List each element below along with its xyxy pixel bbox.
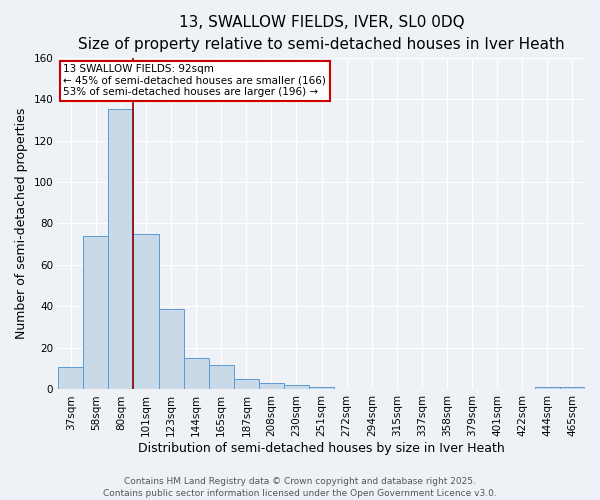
Bar: [309, 388, 334, 390]
Text: Contains HM Land Registry data © Crown copyright and database right 2025.
Contai: Contains HM Land Registry data © Crown c…: [103, 476, 497, 498]
Bar: [560, 388, 585, 390]
Bar: [58, 366, 83, 390]
Bar: [209, 364, 234, 390]
Text: 13 SWALLOW FIELDS: 92sqm
← 45% of semi-detached houses are smaller (166)
53% of : 13 SWALLOW FIELDS: 92sqm ← 45% of semi-d…: [64, 64, 326, 98]
Bar: [259, 383, 284, 390]
Bar: [535, 388, 560, 390]
Bar: [109, 110, 133, 390]
Title: 13, SWALLOW FIELDS, IVER, SL0 0DQ
Size of property relative to semi-detached hou: 13, SWALLOW FIELDS, IVER, SL0 0DQ Size o…: [78, 15, 565, 52]
Bar: [83, 236, 109, 390]
Bar: [133, 234, 158, 390]
X-axis label: Distribution of semi-detached houses by size in Iver Heath: Distribution of semi-detached houses by …: [138, 442, 505, 455]
Bar: [158, 308, 184, 390]
Bar: [234, 379, 259, 390]
Y-axis label: Number of semi-detached properties: Number of semi-detached properties: [15, 108, 28, 339]
Bar: [284, 386, 309, 390]
Bar: [184, 358, 209, 390]
